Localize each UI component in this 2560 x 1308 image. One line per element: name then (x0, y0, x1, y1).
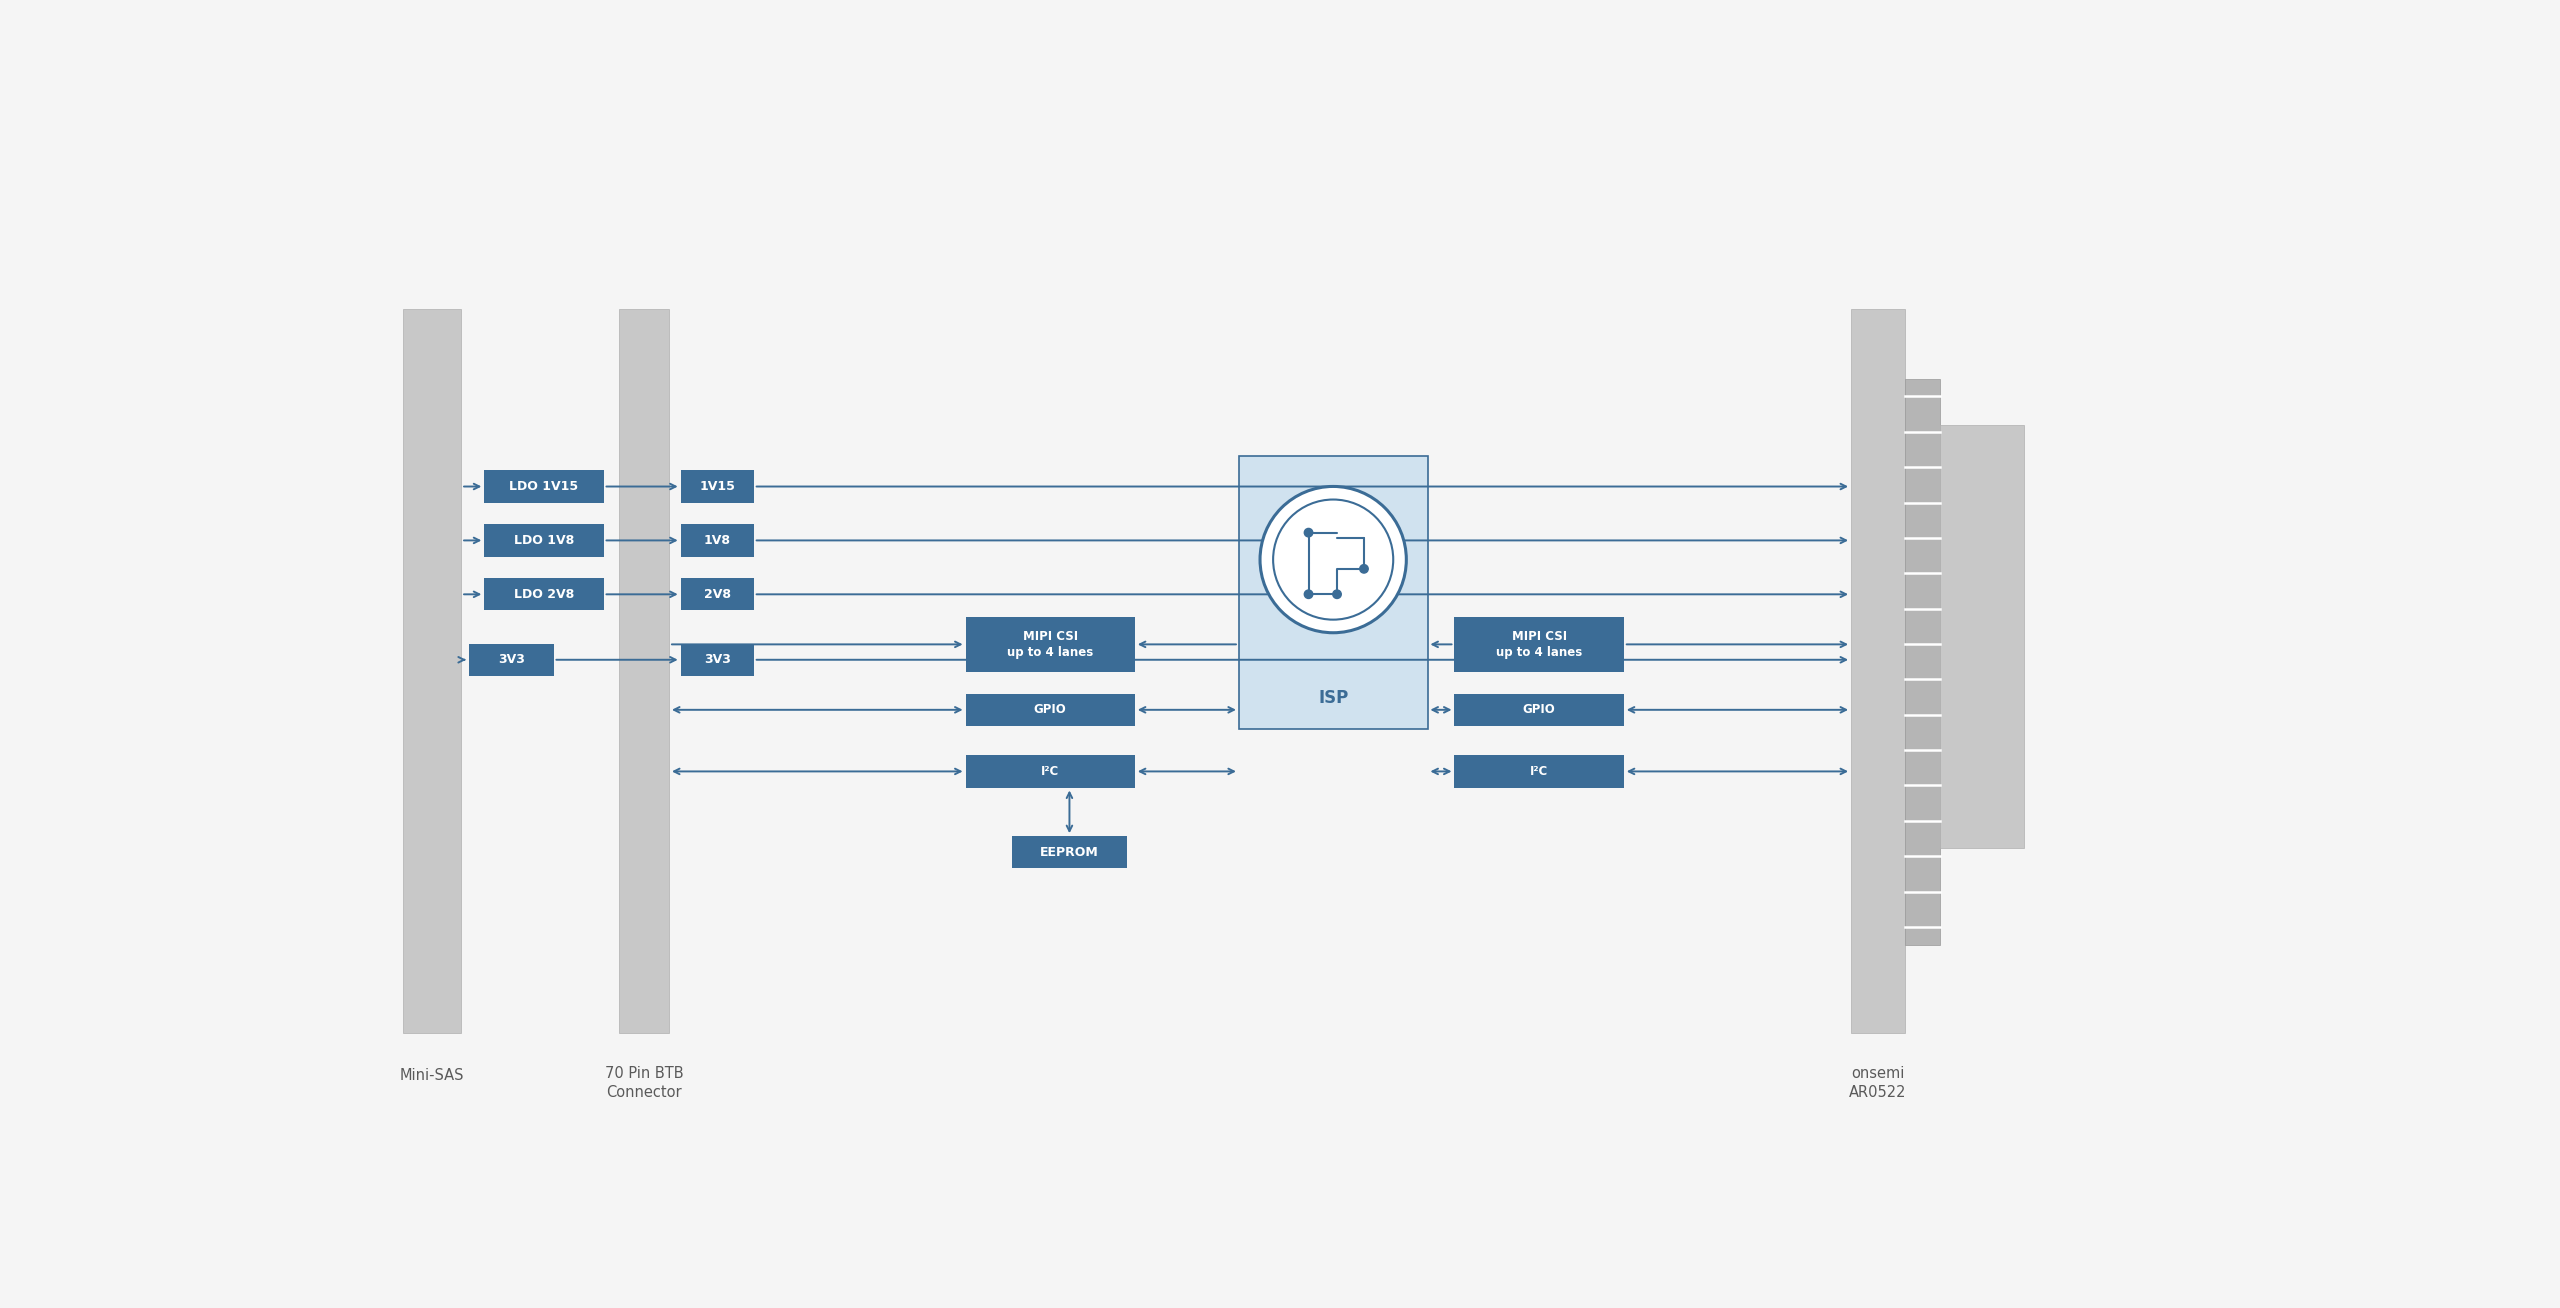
Text: onsemi
AR0522: onsemi AR0522 (1848, 1066, 1907, 1100)
FancyBboxPatch shape (484, 525, 604, 557)
FancyBboxPatch shape (681, 644, 753, 676)
FancyBboxPatch shape (681, 471, 753, 502)
FancyBboxPatch shape (1454, 616, 1623, 672)
FancyBboxPatch shape (1905, 379, 1940, 944)
FancyBboxPatch shape (484, 578, 604, 611)
Circle shape (1359, 565, 1367, 573)
FancyBboxPatch shape (965, 755, 1134, 787)
Text: 70 Pin BTB
Connector: 70 Pin BTB Connector (604, 1066, 684, 1100)
Circle shape (1303, 590, 1313, 599)
Text: LDO 2V8: LDO 2V8 (515, 587, 573, 600)
FancyBboxPatch shape (965, 693, 1134, 726)
Circle shape (1260, 487, 1405, 633)
Text: 3V3: 3V3 (704, 653, 730, 666)
FancyBboxPatch shape (620, 310, 668, 1033)
Text: LDO 1V15: LDO 1V15 (509, 480, 579, 493)
Text: LDO 1V8: LDO 1V8 (515, 534, 573, 547)
Circle shape (1303, 528, 1313, 536)
FancyBboxPatch shape (1851, 310, 1905, 1033)
Text: 1V8: 1V8 (704, 534, 730, 547)
Text: MIPI CSI
up to 4 lanes: MIPI CSI up to 4 lanes (1495, 629, 1582, 659)
FancyBboxPatch shape (1239, 455, 1428, 729)
Text: Mini-SAS: Mini-SAS (399, 1069, 463, 1083)
FancyBboxPatch shape (965, 616, 1134, 672)
Text: ISP: ISP (1318, 689, 1349, 708)
Text: 2V8: 2V8 (704, 587, 730, 600)
Text: EEPROM: EEPROM (1039, 846, 1098, 859)
FancyBboxPatch shape (681, 525, 753, 557)
FancyBboxPatch shape (484, 471, 604, 502)
FancyBboxPatch shape (1454, 755, 1623, 787)
FancyBboxPatch shape (681, 578, 753, 611)
FancyBboxPatch shape (468, 644, 553, 676)
FancyBboxPatch shape (1940, 425, 2025, 849)
FancyBboxPatch shape (1454, 693, 1623, 726)
Text: MIPI CSI
up to 4 lanes: MIPI CSI up to 4 lanes (1006, 629, 1093, 659)
Text: I²C: I²C (1531, 765, 1549, 778)
Text: 1V15: 1V15 (699, 480, 735, 493)
Text: GPIO: GPIO (1034, 704, 1068, 717)
Text: 3V3: 3V3 (497, 653, 525, 666)
FancyBboxPatch shape (404, 310, 461, 1033)
FancyBboxPatch shape (1011, 836, 1126, 869)
Text: I²C: I²C (1042, 765, 1060, 778)
Text: GPIO: GPIO (1523, 704, 1556, 717)
Circle shape (1334, 590, 1341, 599)
